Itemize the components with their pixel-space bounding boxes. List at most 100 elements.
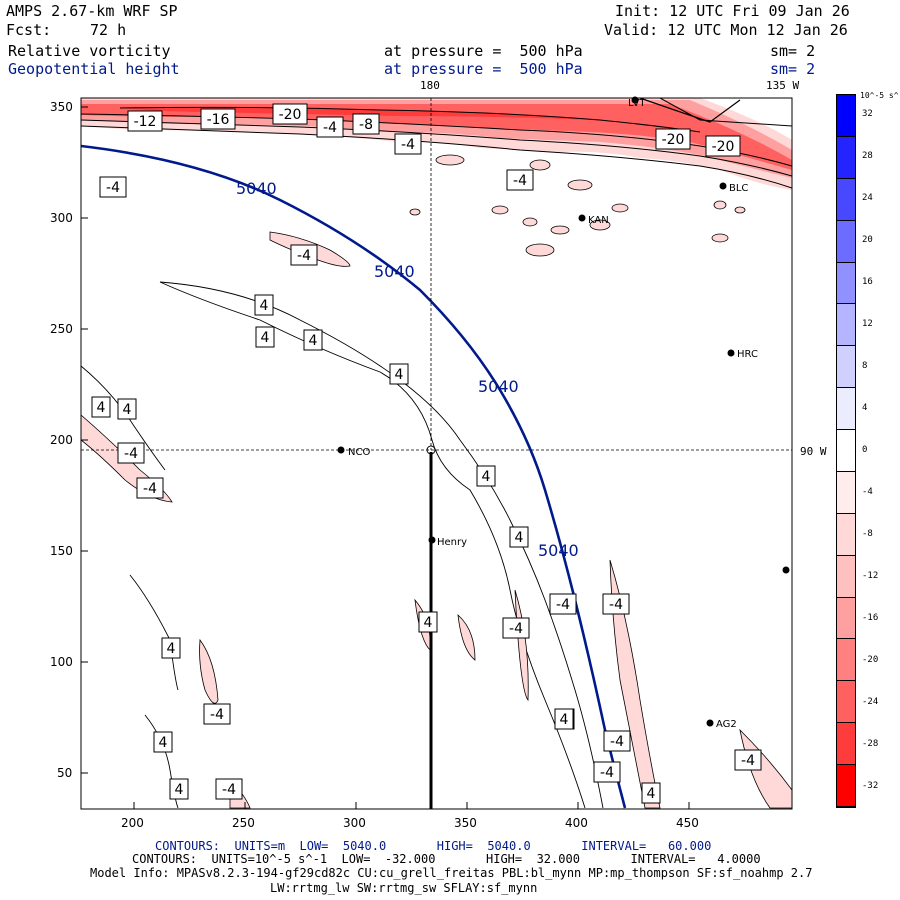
colorbar-label: -8 [862,529,873,539]
x-tick-350: 350 [454,816,477,830]
y-tick-250: 250 [50,322,73,336]
station-marker-blc [719,182,727,190]
vorticity-label-box [255,326,275,348]
vorticity-label-box [476,465,496,487]
vorticity-contour-label: 4 [123,402,132,418]
vorticity-contour-label: -4 [609,597,623,613]
init-time: Init: 12 UTC Fri 09 Jan 26 [615,2,850,20]
colorbar-label: -32 [862,781,879,791]
height-contour-5040 [81,144,627,809]
vorticity-label-box [127,110,163,132]
vorticity-label-box [161,637,181,659]
vorticity-contour-label: 4 [482,469,491,485]
colorbar-label: 16 [862,277,873,287]
vorticity-label-box [272,103,308,125]
colorbar-segment [837,346,855,389]
vorticity-label-box [316,116,344,138]
y-tick-150: 150 [50,544,73,558]
plot-frame [80,97,793,810]
x-tick-400: 400 [565,816,588,830]
vorticity-contour-label: -4 [513,173,527,189]
vorticity-contour-label: -12 [134,114,157,130]
vorticity-label-box [153,731,173,753]
vorticity-contour-label: 4 [159,735,168,751]
height-label-2: 5040 [374,262,415,281]
vorticity-contour-label: 4 [560,712,569,728]
vorticity-contour-label: -4 [509,621,523,637]
colorbar-label: -24 [862,697,879,707]
colorbar [836,94,856,808]
station-marker-east [782,566,790,574]
vorticity-label-group: -12 -16 -20 -4 -8 -4 -20 -20 -4 -4 -4 4 4 4 4 4 4 -4 -4 4 4 -… [91,103,762,804]
vorticity-contour-label: -4 [222,782,236,798]
colorbar-segment [837,513,855,556]
vorticity-contour-label: -4 [741,753,755,769]
vorticity-label-box [136,477,164,499]
field2-level: at pressure = 500 hPa [384,60,583,78]
colorbar-segment [837,723,855,765]
x-tick-200: 200 [121,816,144,830]
vorticity-label-box [509,526,529,548]
vorticity-contour-label: -4 [297,248,311,264]
colorbar-segment [837,765,855,807]
field2-smoothing: sm= 2 [770,60,816,78]
colorbar-label: 20 [862,235,873,245]
colorbar-segment [837,178,855,221]
vorticity-label-box [554,708,574,730]
vorticity-label-box [352,113,380,135]
x-tick-450: 450 [676,816,699,830]
field1-name: Relative vorticity [8,42,171,60]
vorticity-contour-label: 4 [424,615,433,631]
station-marker-kan [578,214,586,222]
vorticity-contour-label: -4 [401,137,415,153]
vorticity-label-box [117,398,137,420]
vorticity-label-box [99,176,127,198]
y-tick-100: 100 [50,655,73,669]
vorticity-contour-label: -4 [124,446,138,462]
colorbar-segment [837,388,855,430]
field1-level: at pressure = 500 hPa [384,42,583,60]
vorticity-contour-label: 4 [97,400,106,416]
colorbar-label: 24 [862,193,873,203]
vorticity-label-box [389,363,409,385]
station-label-nco: NCO [348,447,370,458]
vorticity-contour-label: -16 [207,112,230,128]
station-marker-henry [428,536,436,544]
colorbar-label: 4 [862,403,868,413]
vorticity-label-box [169,778,189,800]
colorbar-label: -28 [862,739,879,749]
longitude-label-135w: 135 W [766,79,800,92]
station-label-ag2: AG2 [716,719,737,730]
height-label-3: 5040 [478,377,519,396]
colorbar-unit: 10^-5 s^-1 [860,91,900,100]
vorticity-contour-label: -4 [106,180,120,196]
vorticity-contour-label: 4 [261,330,270,346]
axis-ticks [81,106,690,809]
colorbar-label: 12 [862,319,873,329]
vorticity-label-box [418,611,438,633]
colorbar-segment [837,639,855,682]
vorticity-label-box [215,778,243,800]
longitude-label-180: 180 [420,79,440,92]
vorticity-contour-label: 4 [167,641,176,657]
vorticity-contour-label: 4 [175,782,184,798]
forecast-label: Fcst: [6,21,52,39]
vorticity-label-box [303,329,323,351]
colorbar-segment [837,555,855,598]
y-tick-200: 200 [50,433,73,447]
colorbar-label: 8 [862,361,868,371]
vorticity-label-box [203,703,231,725]
vorticity-label-box [705,135,741,157]
station-label-kan: KAN [588,215,609,226]
vorticity-label-box [502,617,530,639]
colorbar-segment [837,136,855,179]
colorbar-segment [837,597,855,640]
vorticity-contour-label: -20 [279,107,302,123]
field2-name: Geopotential height [8,60,180,78]
station-marker-nco [337,446,345,454]
vorticity-label-box [254,294,274,316]
colorbar-segment [837,220,855,263]
station-marker-lvt [631,96,639,104]
colorbar-label: -12 [862,571,879,581]
